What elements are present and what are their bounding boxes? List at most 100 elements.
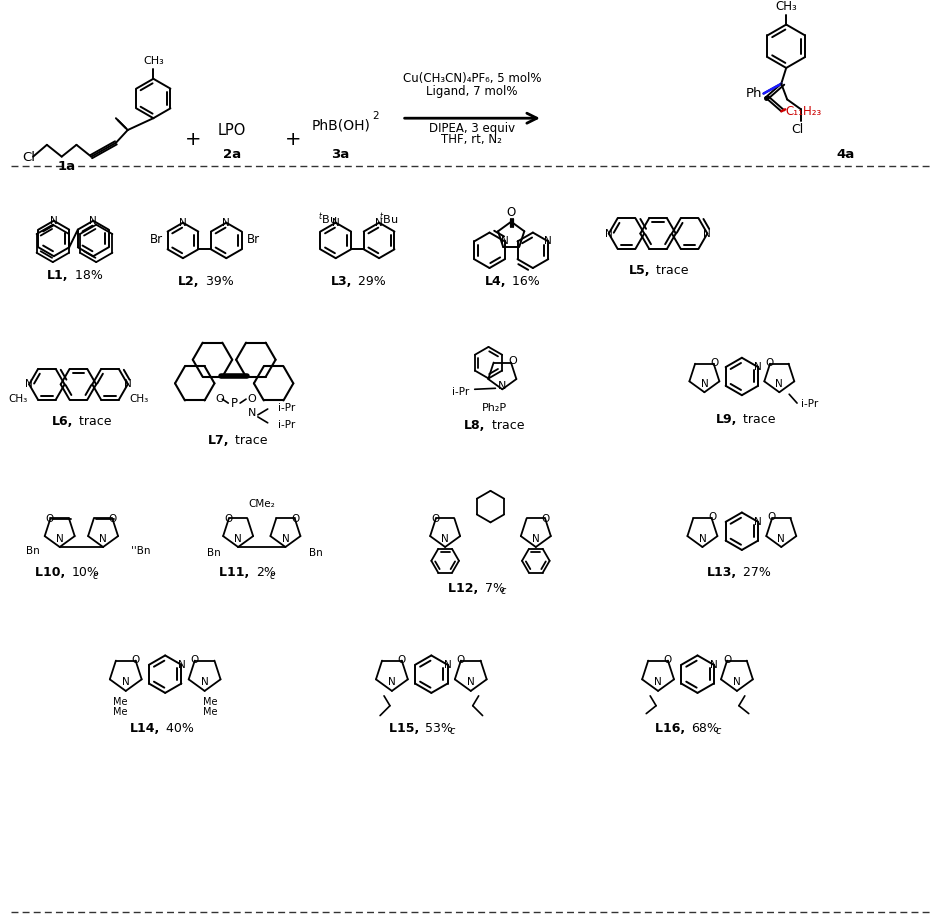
Text: Ph: Ph	[745, 87, 762, 100]
Text: Bn: Bn	[26, 546, 40, 556]
Text: N: N	[50, 216, 58, 226]
Text: Me: Me	[112, 706, 127, 716]
Text: N: N	[56, 534, 63, 544]
Text: L16,: L16,	[655, 722, 689, 735]
Text: L10,: L10,	[35, 566, 70, 579]
Text: O: O	[291, 514, 300, 525]
Text: Cl: Cl	[23, 151, 35, 164]
Text: N: N	[699, 534, 706, 544]
Text: 1a: 1a	[58, 160, 75, 173]
Text: L2,: L2,	[178, 276, 200, 289]
Text: PhB(OH): PhB(OH)	[311, 118, 370, 132]
Text: CH₃: CH₃	[775, 0, 797, 13]
Text: L14,: L14,	[130, 722, 160, 735]
Text: L7,: L7,	[207, 434, 229, 447]
Text: N: N	[754, 362, 762, 372]
Text: O: O	[248, 394, 256, 404]
Text: N: N	[282, 534, 290, 544]
Text: Br: Br	[246, 233, 259, 246]
Text: i-Pr: i-Pr	[801, 399, 819, 409]
Text: trace: trace	[653, 265, 688, 278]
Text: O: O	[506, 207, 516, 219]
Text: P: P	[231, 396, 238, 409]
Text: 27%: 27%	[739, 566, 770, 579]
Text: O: O	[768, 513, 775, 523]
Text: L9,: L9,	[716, 413, 736, 426]
Text: 7%: 7%	[485, 582, 505, 595]
Text: O: O	[431, 514, 439, 525]
Text: N: N	[604, 229, 613, 239]
Text: L15,: L15,	[389, 722, 423, 735]
Text: trace: trace	[75, 415, 112, 429]
Text: N: N	[703, 229, 711, 239]
Text: Me: Me	[204, 697, 218, 707]
Text: L11,: L11,	[220, 566, 254, 579]
Text: i-Pr: i-Pr	[452, 387, 469, 397]
Text: L6,: L6,	[52, 415, 74, 429]
Text: Ph₂P: Ph₂P	[482, 403, 507, 413]
Text: O: O	[456, 656, 465, 666]
Text: N: N	[90, 216, 97, 226]
Text: L3,: L3,	[331, 276, 353, 289]
Text: O: O	[509, 356, 518, 366]
Text: $^t$Bu: $^t$Bu	[379, 211, 399, 227]
Text: N: N	[501, 236, 508, 246]
Text: N: N	[754, 517, 762, 526]
Text: 2%: 2%	[256, 566, 275, 579]
Text: O: O	[766, 358, 773, 368]
Text: L4,: L4,	[485, 276, 506, 289]
Text: O: O	[131, 656, 140, 666]
Text: N: N	[375, 218, 383, 228]
Text: O: O	[224, 514, 232, 525]
Text: 53%: 53%	[425, 722, 454, 735]
Text: O: O	[664, 656, 672, 666]
Text: THF, rt, N₂: THF, rt, N₂	[441, 134, 503, 147]
Text: i-Pr: i-Pr	[277, 420, 295, 430]
Text: L1,: L1,	[47, 269, 69, 282]
Text: L12,: L12,	[448, 582, 483, 595]
Text: i-Pr: i-Pr	[277, 403, 295, 413]
Text: N: N	[654, 677, 662, 687]
Text: 40%: 40%	[162, 722, 194, 735]
Text: c: c	[715, 727, 720, 737]
Text: O: O	[215, 394, 223, 404]
Text: N: N	[777, 534, 786, 544]
Text: Br: Br	[150, 233, 162, 246]
Text: N: N	[234, 534, 242, 544]
Text: O: O	[108, 514, 117, 525]
Text: Cl: Cl	[791, 123, 803, 136]
Text: N: N	[701, 379, 708, 389]
Text: trace: trace	[488, 420, 524, 432]
Text: O: O	[710, 358, 719, 368]
Text: O: O	[398, 656, 405, 666]
Text: N: N	[467, 677, 474, 687]
Text: N: N	[124, 379, 132, 389]
Text: N: N	[332, 218, 339, 228]
Text: N: N	[248, 408, 256, 418]
Text: ''Bn: ''Bn	[131, 546, 150, 556]
Text: c: c	[270, 571, 275, 581]
Text: CH₃: CH₃	[143, 56, 164, 66]
Text: 18%: 18%	[71, 269, 103, 282]
Text: N: N	[177, 660, 185, 669]
Text: N: N	[544, 236, 552, 246]
Text: Me: Me	[112, 697, 127, 707]
Text: 39%: 39%	[202, 276, 234, 289]
Text: L5,: L5,	[629, 265, 650, 278]
Text: c: c	[501, 586, 505, 597]
Text: +: +	[185, 130, 201, 149]
Text: N: N	[122, 677, 129, 687]
Text: N: N	[775, 379, 784, 389]
Text: N: N	[441, 534, 449, 544]
Text: 4a: 4a	[836, 148, 854, 161]
Text: trace: trace	[231, 434, 268, 447]
Text: CH₃: CH₃	[8, 394, 27, 404]
Text: N: N	[710, 660, 718, 669]
Text: DIPEA, 3 equiv: DIPEA, 3 equiv	[429, 122, 515, 135]
Text: c: c	[449, 727, 455, 737]
Text: N: N	[532, 534, 539, 544]
Text: O: O	[708, 513, 717, 523]
Text: O: O	[541, 514, 550, 525]
Text: N: N	[498, 382, 506, 391]
Text: L8,: L8,	[464, 420, 486, 432]
